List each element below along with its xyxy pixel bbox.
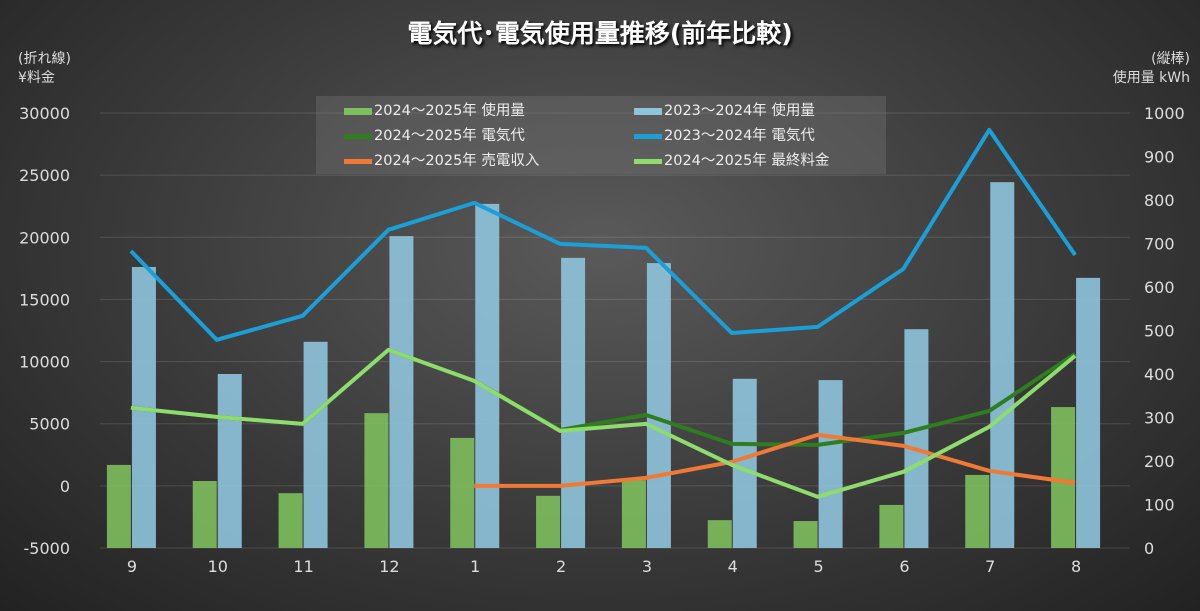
x-tick-label: 11	[293, 557, 313, 576]
bar-usage-2023	[475, 203, 500, 549]
bar-usage-2024	[1051, 407, 1076, 548]
right-tick-label: 0	[1144, 539, 1154, 558]
x-tick-label: 10	[208, 557, 228, 576]
x-tick-label: 1	[470, 557, 480, 576]
bar-usage-2023	[990, 182, 1015, 549]
bar-usage-2024	[450, 437, 475, 548]
bar-usage-2024	[707, 520, 732, 548]
bar-usage-2023	[904, 329, 929, 548]
line-cost-2023	[129, 127, 1077, 342]
bar-usage-2024	[536, 495, 561, 548]
x-tick-label: 3	[642, 557, 652, 576]
right-tick-label: 1000	[1144, 104, 1185, 123]
legend-label: 2023～2024年 電気代	[664, 128, 815, 144]
x-tick-label: 6	[899, 557, 909, 576]
legend-item: 2024～2025年 電気代	[344, 124, 525, 145]
right-tick-label: 600	[1144, 278, 1175, 297]
left-tick-label: -5000	[24, 539, 71, 558]
chart-title: 電気代･電気使用量推移(前年比較)	[407, 19, 793, 48]
x-tick-label: 12	[379, 557, 399, 576]
left-tick-label: 30000	[19, 104, 70, 123]
bar-usage-2024	[879, 504, 904, 548]
legend-label: 2024～2025年 最終料金	[664, 153, 830, 169]
left-tick-label: 25000	[19, 166, 70, 185]
legend-label: 2023～2024年 使用量	[664, 103, 815, 119]
legend-label: 2024～2025年 使用量	[374, 103, 525, 119]
right-tick-label: 900	[1144, 148, 1175, 167]
legend-swatch	[634, 107, 662, 115]
legend-swatch	[344, 133, 372, 139]
legend-item: 2023～2024年 使用量	[634, 99, 815, 120]
left-tick-label: 15000	[19, 290, 70, 309]
x-tick-label: 9	[127, 557, 137, 576]
bar-usage-2024	[364, 413, 389, 548]
bar-usage-2023	[818, 380, 843, 548]
bar-usage-2024	[965, 474, 990, 548]
left-tick-label: 10000	[19, 353, 70, 372]
line-final-cost	[130, 347, 1077, 499]
bar-usage-2023	[389, 236, 414, 549]
x-tick-label: 8	[1071, 557, 1081, 576]
right-axis-label-1: (縦棒)	[1151, 51, 1190, 67]
bar-usage-2023	[646, 263, 671, 548]
right-tick-label: 200	[1144, 452, 1175, 471]
x-tick-label: 7	[985, 557, 995, 576]
bar-usage-2023	[1076, 277, 1101, 548]
left-axis-title: (折れ線) ¥料金	[18, 50, 71, 88]
legend-swatch	[634, 158, 662, 164]
left-tick-label: 5000	[29, 415, 70, 434]
legend-item: 2024～2025年 最終料金	[634, 149, 829, 170]
legend-label: 2024～2025年 電気代	[374, 128, 525, 144]
line-cost-2024	[130, 347, 1077, 447]
legend-swatch	[344, 158, 372, 164]
bar-usage-2024	[278, 493, 303, 548]
bar-usage-2023	[303, 341, 328, 548]
left-axis-label-1: (折れ線)	[18, 51, 71, 67]
right-axis-title: (縦棒) 使用量 kWh	[1113, 50, 1190, 88]
right-tick-label: 800	[1144, 191, 1175, 210]
right-tick-label: 400	[1144, 365, 1175, 384]
right-tick-label: 700	[1144, 235, 1175, 254]
right-tick-label: 100	[1144, 496, 1175, 515]
right-tick-label: 300	[1144, 409, 1175, 428]
legend-swatch	[634, 133, 662, 139]
bar-usage-2024	[621, 480, 646, 548]
bar-usage-2024	[793, 521, 818, 548]
legend-swatch	[344, 107, 372, 115]
bar-usage-2024	[192, 481, 217, 548]
legend-item: 2023～2024年 電気代	[634, 124, 815, 145]
x-tick-label: 5	[813, 557, 823, 576]
line-solar-income	[474, 432, 1076, 488]
left-tick-label: 20000	[19, 228, 70, 247]
right-tick-label: 500	[1144, 322, 1175, 341]
left-tick-label: 0	[60, 477, 70, 496]
legend-item: 2024～2025年 使用量	[344, 99, 525, 120]
bar-usage-2024	[106, 464, 131, 548]
x-tick-label: 4	[728, 557, 738, 576]
bar-usage-2023	[217, 374, 242, 548]
bar-usage-2023	[561, 257, 586, 548]
right-axis-label-2: 使用量 kWh	[1112, 70, 1190, 86]
left-axis-label-2: ¥料金	[18, 70, 55, 86]
legend-item: 2024～2025年 売電収入	[344, 149, 539, 170]
x-tick-label: 2	[556, 557, 566, 576]
legend-label: 2024～2025年 売電収入	[374, 153, 540, 169]
bar-usage-2023	[732, 378, 757, 548]
legend: 2024～2025年 使用量 2023～2024年 使用量 2024～2025年 電…	[316, 96, 886, 174]
